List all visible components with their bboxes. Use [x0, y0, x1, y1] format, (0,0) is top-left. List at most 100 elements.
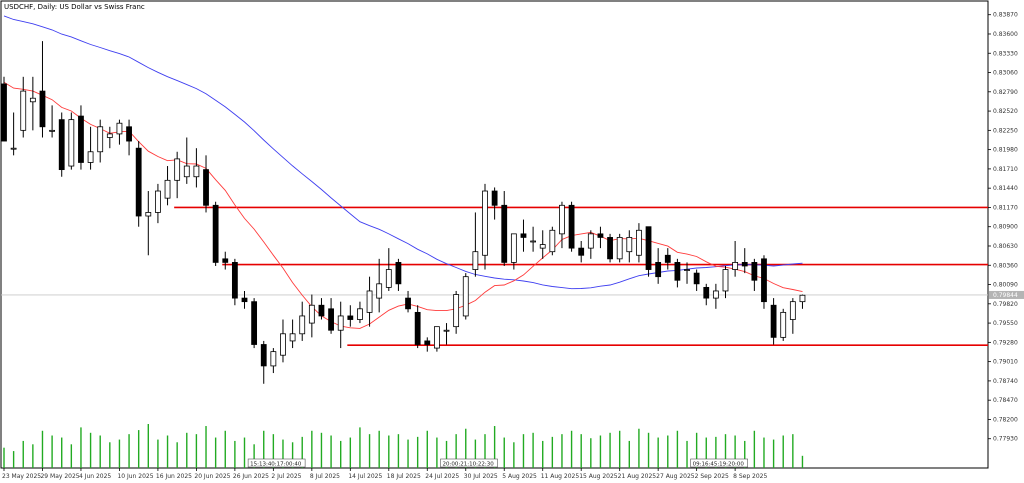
candle [328, 298, 334, 334]
bear-candle-body [607, 237, 613, 260]
bull-candle-body [722, 269, 729, 292]
price-tick-label: 0.80090 [993, 282, 1018, 289]
candle [443, 323, 450, 345]
bull-candle-body [357, 308, 363, 320]
bear-candle-body [520, 233, 527, 238]
candle [116, 119, 123, 145]
price-tick-label: 0.80900 [993, 224, 1018, 231]
candle [741, 248, 748, 274]
bull-candle-body [308, 304, 315, 324]
candle [770, 298, 777, 345]
candle [607, 233, 613, 263]
bear-candle-body [260, 344, 267, 367]
price-tick-label: 0.78200 [993, 416, 1018, 423]
candle [1, 76, 7, 142]
bear-candle-body [328, 308, 334, 331]
candle [241, 290, 248, 309]
candle [78, 105, 84, 170]
candle [318, 298, 325, 320]
bull-candle-body [289, 333, 296, 342]
bear-candle-body [655, 262, 662, 278]
bear-candle-body [126, 126, 132, 142]
bull-candle-body [106, 133, 113, 138]
current-price-box [989, 290, 1024, 299]
bull-candle-body [712, 290, 719, 299]
bull-candle-body [530, 240, 536, 243]
candle [693, 269, 700, 291]
candle [251, 298, 258, 349]
candle [357, 301, 363, 324]
candle [587, 230, 594, 259]
candle [578, 240, 585, 263]
bull-candle-body [732, 262, 739, 270]
candle [20, 76, 27, 138]
bull-candle-body [280, 333, 286, 356]
candle [366, 276, 373, 327]
candle [674, 258, 681, 288]
bear-candle-body [703, 286, 710, 299]
bull-candle-body [87, 151, 94, 163]
bull-candle-body [559, 204, 565, 235]
price-tick-label: 0.81440 [993, 185, 1018, 192]
bull-candle-body [684, 269, 690, 271]
candle [395, 258, 402, 291]
candle [510, 233, 517, 270]
candle [183, 137, 190, 184]
price-tick-label: 0.81170 [993, 204, 1018, 211]
candle [174, 151, 181, 199]
bull-candle-body [462, 276, 469, 317]
bear-candle-body [751, 262, 758, 281]
candle [549, 226, 556, 256]
price-tick-label: 0.81980 [993, 147, 1018, 154]
bear-candle-body [58, 119, 65, 171]
candle [29, 76, 36, 131]
candle [289, 319, 296, 349]
bull-candle-body [453, 294, 460, 328]
price-tick-label: 0.81710 [993, 166, 1018, 173]
time-tick-label: 21 Aug 2025 [618, 473, 657, 480]
candle [347, 305, 354, 327]
time-tick-label: 20 Jun 2025 [194, 473, 230, 480]
candle [164, 166, 171, 206]
bull-candle-body [10, 147, 17, 150]
time-tick-label: 30 Jul 2025 [464, 473, 498, 480]
price-tick-label: 0.83060 [993, 70, 1018, 77]
time-tick-label: 18 Jul 2025 [387, 473, 421, 480]
bear-candle-body [674, 262, 681, 281]
bear-candle-body [578, 247, 585, 256]
bull-candle-body [376, 283, 383, 299]
candle [414, 305, 421, 349]
time-tag-box [690, 458, 748, 468]
time-tick-label: 24 Jul 2025 [425, 473, 459, 480]
bear-candle-body [414, 311, 421, 345]
candle [616, 233, 623, 263]
candle [10, 112, 17, 156]
candle [568, 201, 575, 252]
candle [684, 262, 690, 284]
price-tick-label: 0.78470 [993, 397, 1018, 404]
bear-candle-body [741, 262, 748, 267]
bear-candle-body [645, 226, 652, 270]
bull-candle-body [385, 269, 392, 288]
time-tag-label: 15:13:40:17:00:40 [250, 462, 302, 468]
candle [453, 290, 460, 334]
candle [212, 201, 219, 266]
candle [260, 340, 267, 384]
bear-candle-body [135, 147, 142, 217]
price-tick-label: 0.80630 [993, 243, 1018, 250]
candle [280, 319, 286, 363]
candle [299, 301, 306, 341]
price-tick-label: 0.77930 [993, 436, 1018, 443]
candle [222, 251, 229, 270]
slow-moving-average-line [3, 15, 803, 290]
price-tick-label: 0.83870 [993, 12, 1018, 19]
price-tick-label: 0.79820 [993, 301, 1018, 308]
bull-candle-body [799, 294, 806, 303]
time-tick-label: 2 Sep 2025 [695, 473, 729, 480]
candle [645, 226, 652, 277]
candle [58, 112, 65, 177]
moving-averages [3, 15, 803, 329]
time-tick-label: 10 Jun 2025 [117, 473, 153, 480]
